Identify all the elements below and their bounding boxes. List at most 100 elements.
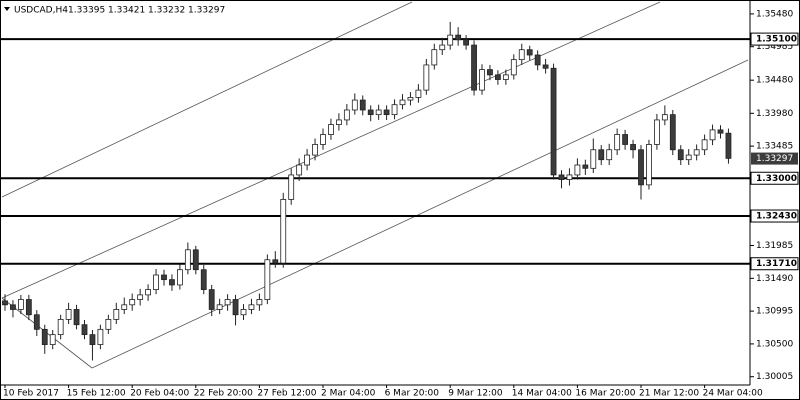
candle-body xyxy=(463,39,470,46)
candle-body xyxy=(304,154,311,166)
candle-body xyxy=(701,139,708,151)
candle-body xyxy=(184,249,191,271)
candle-body xyxy=(280,199,287,264)
x-tick-label: 21 Mar 12:00 xyxy=(639,389,699,399)
candle-body xyxy=(25,299,32,316)
candle-body xyxy=(502,74,509,80)
candle-body xyxy=(145,289,152,296)
candle-body xyxy=(312,144,318,156)
candle-body xyxy=(614,134,621,151)
level-label-box xyxy=(750,257,799,271)
trend-lines xyxy=(1,1,749,369)
candle-body xyxy=(200,269,207,290)
header-value: 1.33232 xyxy=(148,6,185,16)
candle-body xyxy=(685,154,692,161)
candle-body xyxy=(574,164,581,176)
candle-body xyxy=(81,324,88,336)
candle-body xyxy=(73,309,80,326)
trend-line xyxy=(1,1,661,299)
x-tick-label: 10 Feb 2017 xyxy=(3,389,59,399)
level-label-box xyxy=(750,171,799,185)
candle-body xyxy=(677,149,684,161)
x-tick-label: 14 Mar 04:00 xyxy=(512,389,572,399)
candle-body xyxy=(646,144,652,186)
candle-body xyxy=(33,314,40,330)
candle-body xyxy=(542,64,549,69)
trend-line xyxy=(1,1,413,198)
candle-body xyxy=(534,54,541,66)
y-tick-label: 1.35480 xyxy=(756,9,793,19)
candle-body xyxy=(121,304,128,310)
candle-body xyxy=(320,134,326,145)
candle-body xyxy=(494,74,501,80)
candle-body xyxy=(630,144,636,151)
candle-body xyxy=(288,174,295,200)
x-tick-label: 6 Mar 20:00 xyxy=(385,389,440,399)
candle-body xyxy=(654,119,660,145)
x-tick-label: 22 Feb 20:00 xyxy=(194,389,253,399)
candle-body xyxy=(693,149,700,156)
candle-body xyxy=(176,269,183,286)
y-tick-label: 1.34480 xyxy=(756,76,793,86)
candle-body xyxy=(335,119,342,125)
candle-body xyxy=(10,304,16,310)
y-tick-label: 1.33485 xyxy=(756,142,793,152)
y-tick-label: 1.31490 xyxy=(756,274,793,284)
candle-body xyxy=(216,304,223,310)
candle-body xyxy=(479,69,485,91)
candle-body xyxy=(232,299,239,316)
candle-body xyxy=(471,44,477,91)
level-label-box xyxy=(750,32,799,46)
candle-body xyxy=(240,309,247,316)
candle-body xyxy=(161,274,167,281)
price-label-box xyxy=(751,152,798,165)
trend-line xyxy=(91,59,749,369)
candle-body xyxy=(17,299,24,310)
level-label: 1.32430 xyxy=(756,212,797,222)
candle-body xyxy=(423,64,430,91)
candle-body xyxy=(113,309,120,320)
x-tick-label: 9 Mar 12:00 xyxy=(448,389,503,399)
candle-body xyxy=(518,49,525,61)
candle-body xyxy=(622,134,628,145)
y-tick-label: 1.30995 xyxy=(756,307,793,317)
x-tick-label: 15 Feb 12:00 xyxy=(67,389,126,399)
x-tick-label: 24 Mar 04:00 xyxy=(703,389,763,399)
candle-body xyxy=(407,97,414,101)
y-tick-label: 1.30005 xyxy=(756,372,793,382)
candle-body xyxy=(351,99,358,111)
header-value: 1.33421 xyxy=(108,6,145,16)
candle-body xyxy=(383,109,390,116)
candle-body xyxy=(137,294,144,300)
header-value: 1.33395 xyxy=(68,6,105,16)
candle-body xyxy=(590,149,597,169)
candle-body xyxy=(487,69,493,76)
chart-title: USDCAD,H4 xyxy=(14,6,68,16)
candle-body xyxy=(97,328,104,345)
price-label: 1.33297 xyxy=(756,154,793,164)
x-tick-label: 27 Feb 12:00 xyxy=(257,389,316,399)
candle-body xyxy=(129,299,136,306)
x-tick-label: 20 Feb 04:00 xyxy=(130,389,189,399)
x-tick-label: 16 Mar 20:00 xyxy=(575,389,635,399)
candle-body xyxy=(598,149,605,161)
candle-body xyxy=(661,114,668,121)
candle-body xyxy=(606,149,613,161)
candle-body xyxy=(248,304,255,310)
candle-body xyxy=(105,318,112,330)
candle-body xyxy=(669,114,676,151)
candle-body xyxy=(709,129,716,141)
candle-body xyxy=(343,109,350,121)
header-value: 1.33297 xyxy=(188,6,225,16)
candle-body xyxy=(717,129,724,134)
y-tick-label: 1.33980 xyxy=(756,109,793,119)
y-tick-label: 1.31985 xyxy=(756,241,793,251)
candle-body xyxy=(264,259,271,300)
candle-body xyxy=(2,300,8,306)
candle-body xyxy=(296,164,303,176)
x-tick-label: 2 Mar 04:00 xyxy=(321,389,376,399)
candle-body xyxy=(272,259,279,264)
candle-body xyxy=(558,174,565,180)
